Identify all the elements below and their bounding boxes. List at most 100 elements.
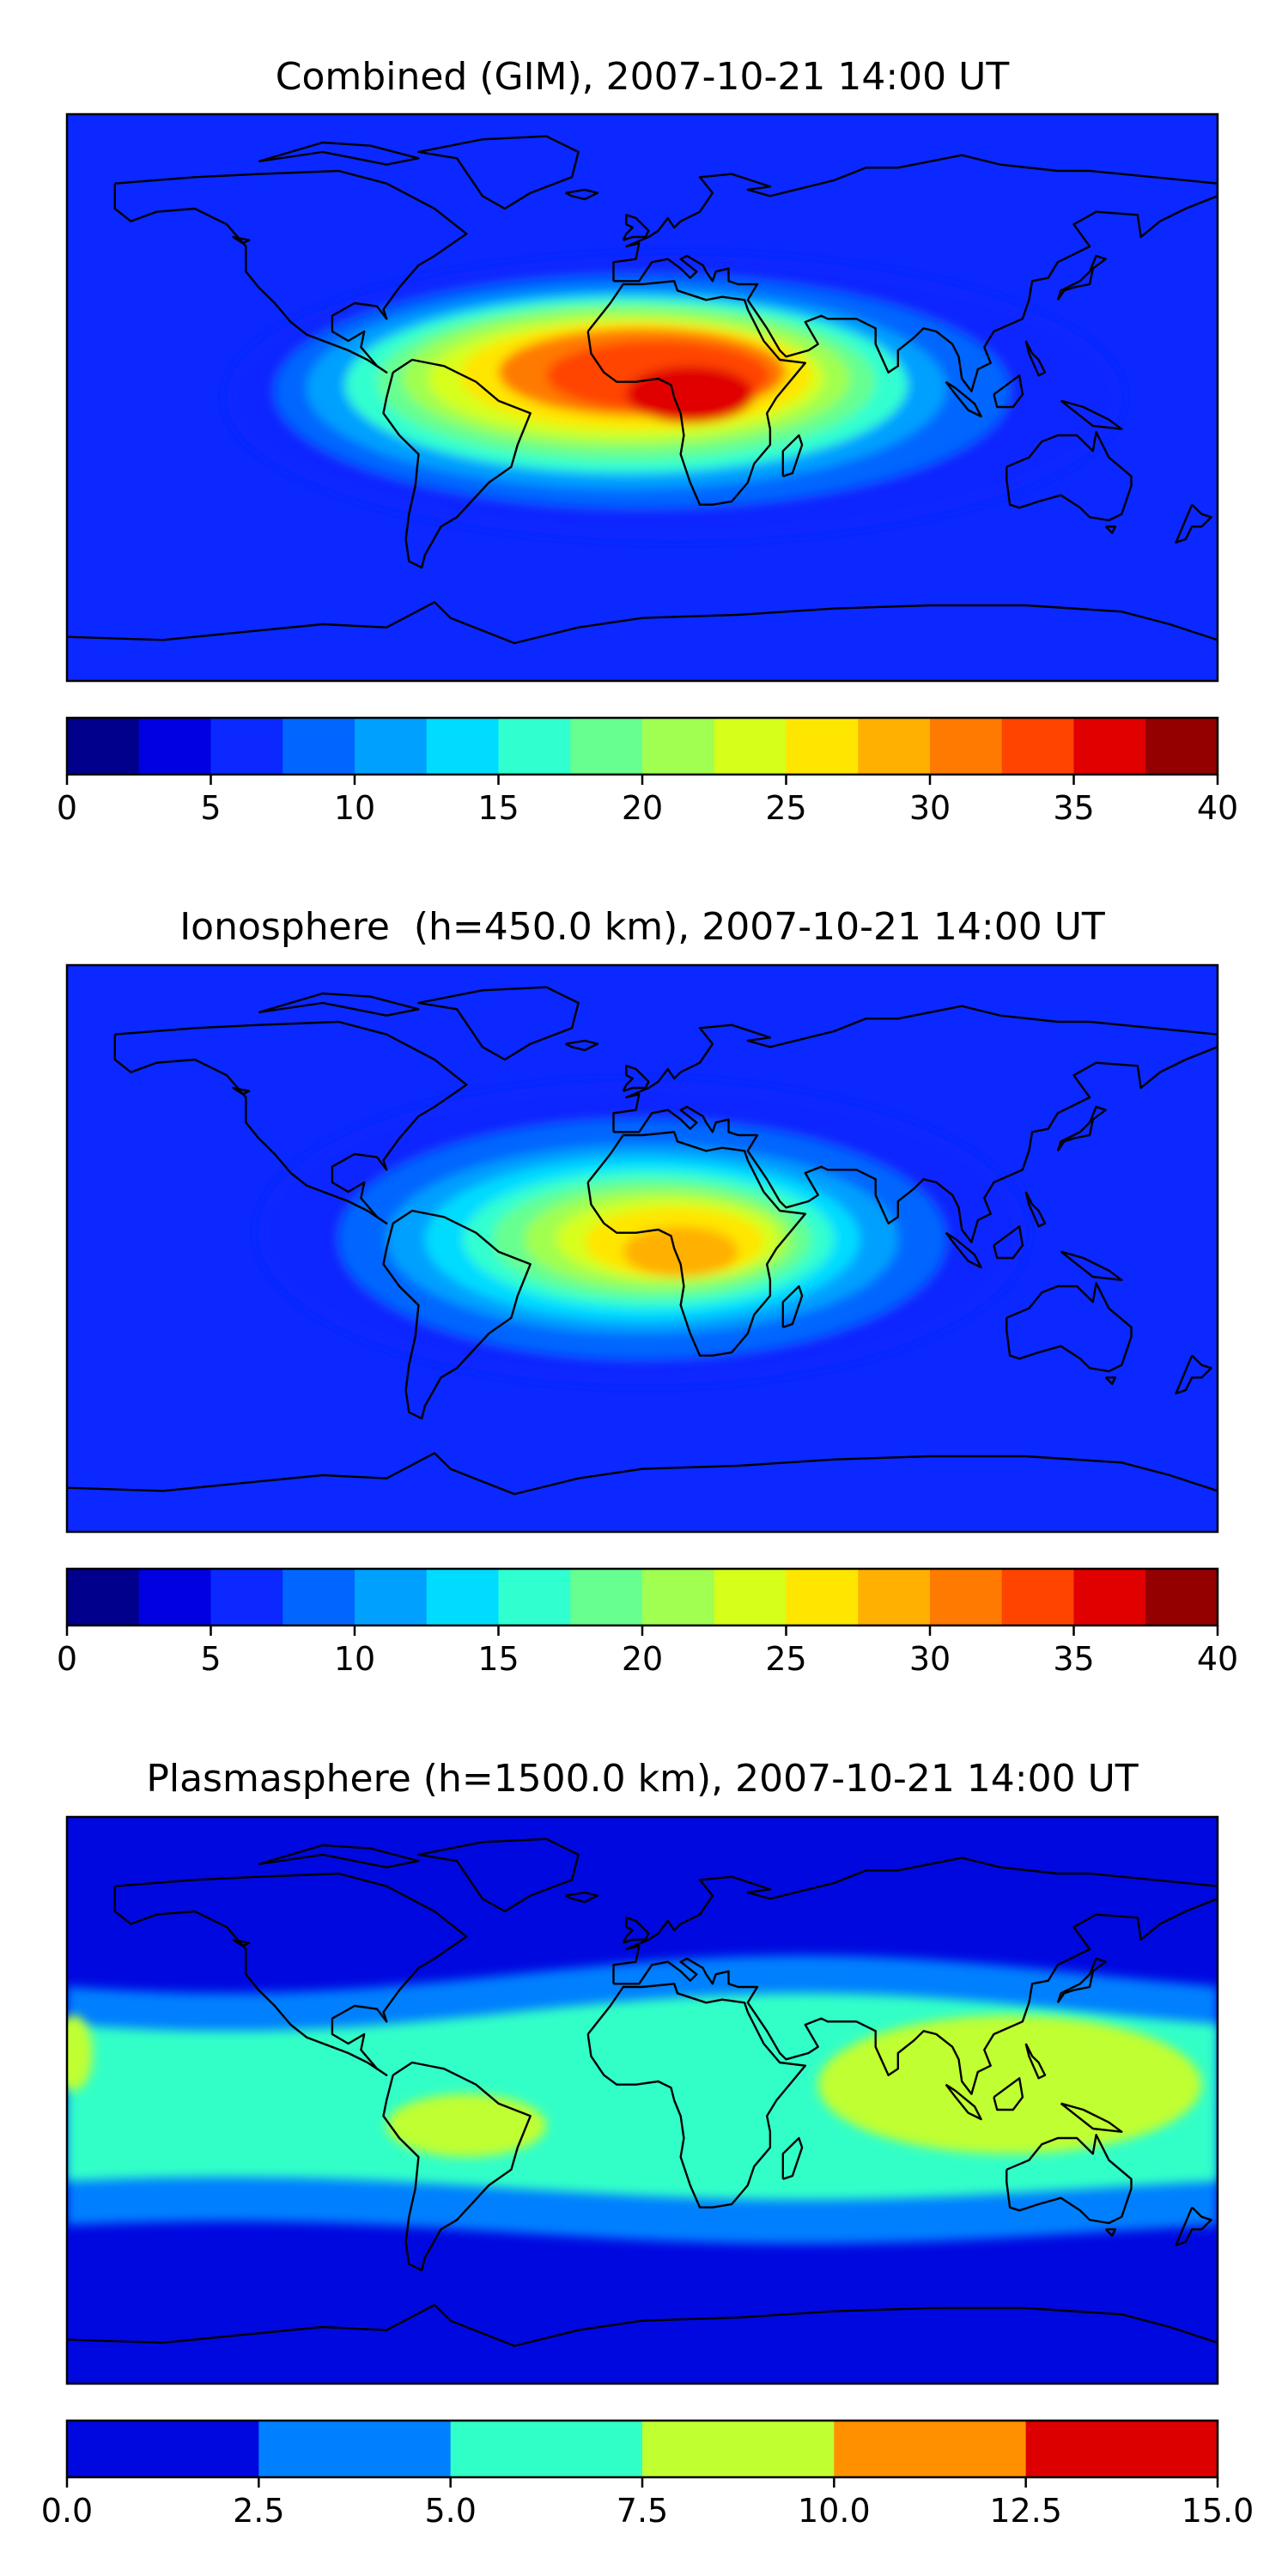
colorbar-segment — [283, 718, 355, 775]
panel-combined: Combined (GIM), 2007-10-21 14:00 UT 0 5 10… — [57, 55, 1238, 827]
colorbar-segment — [642, 718, 715, 775]
coastline-5 — [612, 1005, 1218, 1243]
colorbar-tick-label: 5.0 — [424, 2492, 476, 2530]
colorbar-segment — [642, 2421, 835, 2477]
colorbar-plasmasphere: 0.0 2.5 5.0 7.5 10.0 12.5 15.0 — [41, 2419, 1255, 2530]
coastlines — [67, 135, 1218, 645]
coastline-13 — [1104, 526, 1117, 534]
coastline-6 — [622, 1917, 650, 1944]
colorbar-segment — [498, 718, 571, 775]
colorbar-tick-label: 0 — [57, 789, 77, 827]
colorbar-segment — [210, 1569, 283, 1625]
colorbar-segment — [1001, 718, 1074, 775]
coastline-7 — [565, 1039, 599, 1052]
coastline-8 — [1056, 1105, 1107, 1151]
colorbar-segment — [1145, 1569, 1218, 1625]
colorbar-combined: 0 5 10 15 20 25 30 35 40 — [57, 716, 1238, 827]
colorbar-segment — [1073, 1569, 1146, 1625]
map-title-combined: Combined (GIM), 2007-10-21 14:00 UT — [276, 55, 1010, 99]
coastline-7 — [565, 188, 599, 201]
coastline-11 — [1060, 2102, 1123, 2133]
contour-region-2 — [67, 2015, 93, 2091]
coastline-17 — [258, 141, 420, 166]
colorbar-tick-label: 10 — [334, 789, 375, 827]
colorbar-tick-label: 7.5 — [617, 2492, 668, 2530]
colorbar-tick-label: 15 — [477, 789, 519, 827]
colorbar-segment — [355, 718, 428, 775]
coastline-2 — [417, 986, 580, 1061]
colorbar-segment — [67, 1569, 140, 1625]
coastline-14 — [1175, 503, 1212, 544]
coastline-16 — [67, 601, 1218, 645]
colorbar-segment — [1145, 718, 1218, 775]
colorbar-tick-label: 25 — [765, 789, 806, 827]
coastline-16 — [67, 1452, 1218, 1496]
map-plasmasphere — [67, 1817, 1218, 2384]
coastline-8 — [1056, 254, 1107, 301]
colorbar-segment — [210, 718, 283, 775]
coastline-10 — [993, 1225, 1024, 1260]
colorbar-segment — [450, 2421, 643, 2477]
colorbar-segment — [67, 2421, 259, 2477]
colorbar-segment — [283, 1569, 355, 1625]
coastline-9 — [945, 2083, 982, 2121]
coastline-9 — [945, 380, 982, 418]
contour-field — [67, 1955, 1218, 2245]
colorbar-tick-label: 25 — [765, 1640, 806, 1678]
coastline-1 — [382, 1209, 532, 1420]
colorbar-tick-label: 0.0 — [41, 2492, 93, 2530]
coastline-3 — [586, 280, 806, 506]
colorbar-segment — [570, 1569, 643, 1625]
colorbar-tick-label: 35 — [1053, 789, 1094, 827]
map-ionosphere — [67, 965, 1218, 1532]
colorbar-segment — [858, 718, 931, 775]
map-frame — [65, 1815, 1219, 2385]
coastline-3 — [586, 1983, 806, 2208]
coastline-17 — [258, 992, 420, 1017]
coastline-3 — [586, 1131, 806, 1357]
colorbar-tick-label: 5 — [200, 789, 221, 827]
coastline-16 — [67, 2304, 1218, 2348]
coastline-13 — [1104, 2228, 1117, 2237]
contour-region-0 — [386, 2093, 547, 2157]
colorbar-tick-label: 40 — [1197, 789, 1238, 827]
colorbar-segment — [786, 1569, 859, 1625]
coastline-15 — [1024, 2043, 1047, 2080]
coastline-1 — [382, 358, 532, 569]
colorbar-tick-label: 2.5 — [233, 2492, 284, 2530]
coastline-18 — [232, 235, 251, 245]
coastline-7 — [565, 1891, 599, 1904]
colorbar-tick-label: 5 — [200, 1640, 221, 1678]
panel-plasmasphere: Plasmasphere (h=1500.0 km), 2007-10-21 1… — [41, 1757, 1255, 2530]
colorbar-segment — [786, 718, 859, 775]
coastline-12 — [1005, 2134, 1133, 2225]
coastline-4 — [781, 434, 804, 477]
coastline-6 — [622, 214, 650, 241]
colorbar-segment — [930, 1569, 1003, 1625]
coastline-13 — [1104, 1376, 1117, 1385]
panel-ionosphere: Ionosphere (h=450.0 km), 2007-10-21 14:0… — [57, 905, 1238, 1678]
coastline-11 — [1060, 399, 1123, 430]
colorbar-segment — [714, 718, 787, 775]
contour-region-10 — [626, 366, 755, 423]
colorbar-segment — [642, 1569, 715, 1625]
coastline-14 — [1175, 2206, 1212, 2246]
colorbar-tick-label: 30 — [909, 1640, 951, 1678]
coastline-10 — [993, 374, 1024, 409]
colorbar-segment — [426, 718, 499, 775]
coastline-15 — [1024, 340, 1047, 377]
coastline-10 — [993, 2077, 1024, 2111]
colorbar-segment — [67, 718, 140, 775]
coastline-17 — [258, 1844, 420, 1868]
coastline-12 — [1005, 1282, 1133, 1373]
coastline-14 — [1175, 1354, 1212, 1394]
map-frame — [65, 963, 1219, 1534]
colorbar-tick-label: 12.5 — [989, 2492, 1062, 2530]
map-frame — [65, 112, 1219, 683]
colorbar-segment — [498, 1569, 571, 1625]
colorbar-tick-label: 15.0 — [1182, 2492, 1255, 2530]
coastline-5 — [612, 154, 1218, 392]
coastline-1 — [382, 2061, 532, 2272]
colorbar-segment — [138, 1569, 211, 1625]
